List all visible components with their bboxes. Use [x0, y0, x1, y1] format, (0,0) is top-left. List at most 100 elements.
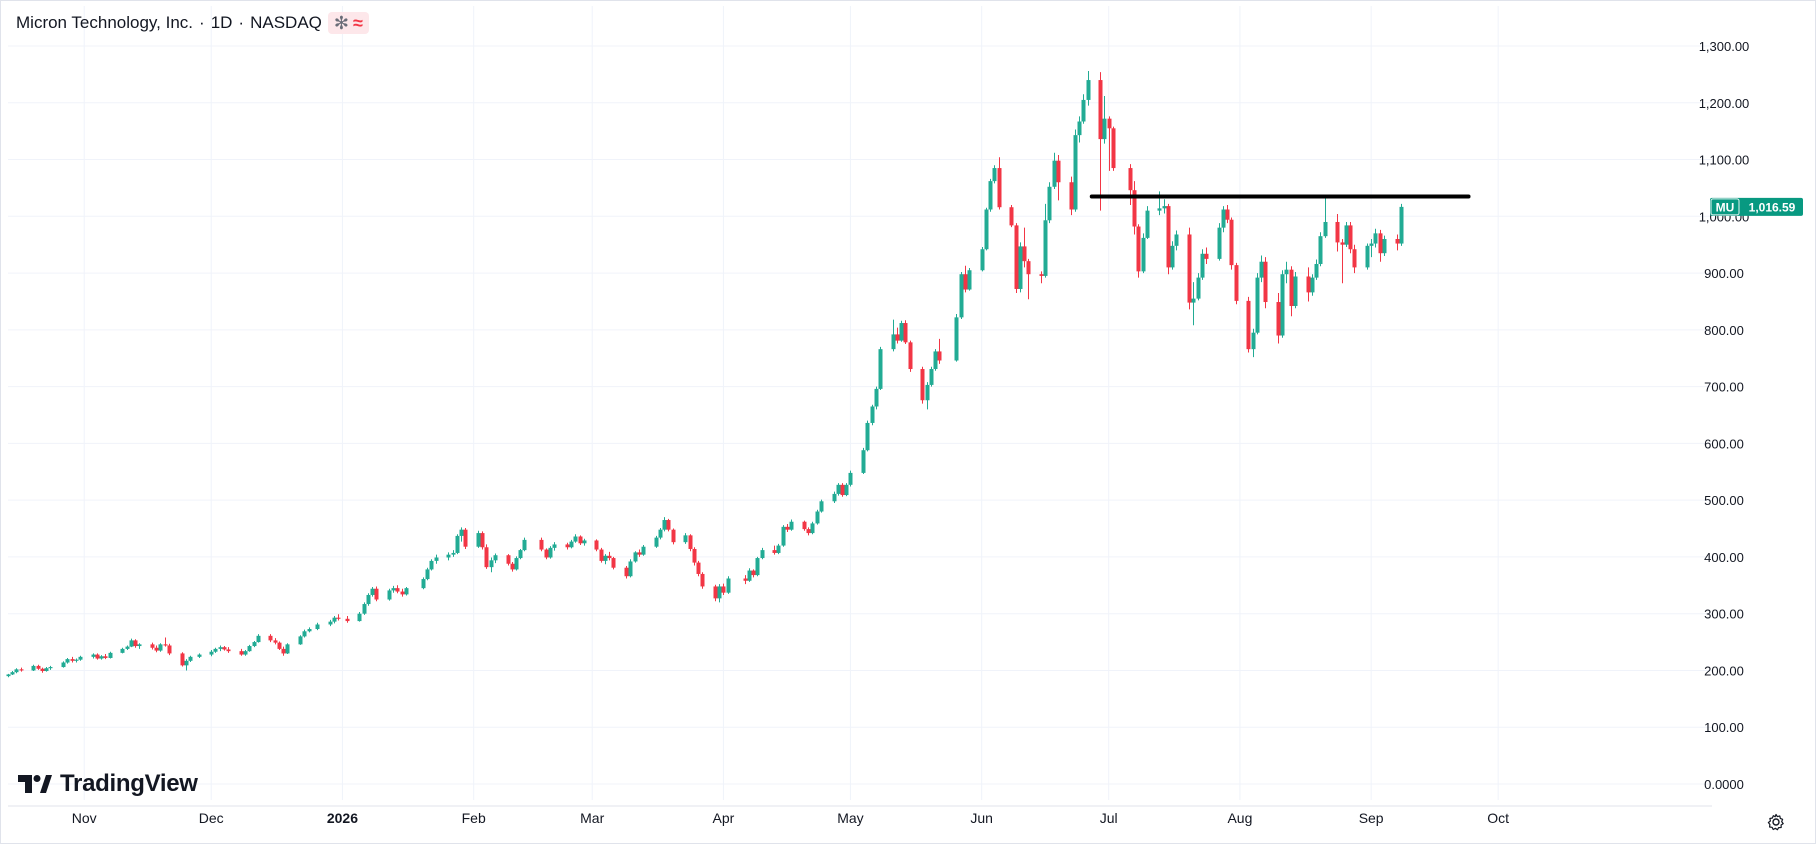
candle-body — [74, 659, 79, 661]
time-axis[interactable]: Nov Dec 2026 Feb Mar Apr May Jun Jul Aug Sep Oct — [72, 810, 1509, 826]
candle — [565, 542, 570, 550]
candle — [988, 178, 993, 212]
candle — [222, 646, 227, 651]
candle-body — [1293, 276, 1298, 307]
settings-gear-icon[interactable] — [1766, 812, 1786, 832]
candle-body — [997, 168, 1002, 208]
candle — [903, 320, 908, 345]
candle — [1234, 262, 1239, 305]
interval-label[interactable]: 1D — [210, 13, 233, 32]
candle — [1310, 274, 1315, 296]
candle-body — [493, 555, 498, 561]
candle — [446, 552, 451, 561]
candle — [99, 655, 104, 660]
candle — [743, 575, 748, 585]
candle — [781, 525, 786, 547]
candle — [1196, 273, 1201, 301]
candle — [1217, 223, 1222, 261]
candle-body — [1263, 261, 1268, 303]
candle — [548, 546, 553, 559]
candle — [133, 639, 138, 648]
candle — [480, 531, 485, 550]
y-tick-label: 600.00 — [1704, 436, 1744, 451]
candle — [1141, 233, 1146, 274]
candle-body — [878, 349, 883, 389]
candle — [19, 667, 24, 672]
candle — [1069, 176, 1074, 216]
candle-body — [463, 529, 468, 547]
candle — [425, 567, 430, 581]
candle — [31, 664, 36, 672]
candle-body — [721, 586, 726, 593]
candle-body — [243, 651, 248, 655]
candle — [1081, 94, 1086, 124]
candle — [1378, 229, 1383, 262]
candle-body — [599, 549, 604, 561]
status-badge[interactable]: ✻ ≈ — [327, 12, 369, 34]
approx-icon: ≈ — [352, 12, 363, 33]
candle — [658, 527, 663, 540]
candle — [573, 534, 578, 543]
candle-body — [933, 351, 938, 370]
candle-body — [247, 646, 252, 652]
candle-body — [1056, 160, 1061, 183]
candle-body — [133, 640, 138, 647]
candle — [810, 521, 815, 535]
price-axis[interactable]: 0.0000 100.00 200.00 300.00 400.00 500.00 600.… — [1699, 39, 1750, 792]
candle-body — [899, 323, 904, 341]
candle-body — [1022, 246, 1027, 262]
candle-body — [848, 472, 853, 485]
candle-body — [1204, 253, 1209, 259]
candle — [315, 622, 320, 631]
candle-body — [150, 644, 155, 648]
candle-body — [607, 555, 612, 559]
candle-body — [751, 570, 756, 576]
candle — [298, 635, 303, 645]
candle — [1263, 257, 1268, 309]
candle — [243, 650, 248, 656]
candle-body — [954, 317, 959, 361]
candle-body — [1369, 243, 1374, 246]
candle — [125, 645, 130, 651]
candle — [476, 530, 481, 548]
candle-body — [163, 644, 168, 646]
candle-body — [36, 665, 41, 669]
price-tag-ticker: MU — [1716, 200, 1735, 214]
candle — [522, 537, 527, 552]
candle — [802, 520, 807, 531]
candle — [209, 650, 214, 657]
candle-body — [19, 669, 24, 671]
tradingview-logo[interactable]: TradingView — [18, 770, 198, 798]
candle — [484, 544, 489, 569]
candle — [493, 553, 498, 564]
candle-body — [641, 546, 646, 555]
candle — [747, 568, 752, 582]
candle-body — [552, 544, 557, 548]
candle-body — [395, 588, 400, 592]
candle — [578, 535, 583, 546]
candle-body — [861, 450, 866, 473]
candle — [120, 647, 125, 654]
candle-body — [61, 662, 66, 668]
candle — [1162, 199, 1167, 214]
candle — [1014, 223, 1019, 293]
candle — [1348, 221, 1353, 254]
header-separator: · — [199, 13, 205, 32]
candle — [451, 550, 456, 557]
candle — [1314, 259, 1319, 280]
candle — [992, 165, 997, 184]
candle-body — [357, 613, 362, 622]
candle-body — [548, 547, 553, 558]
candle — [1280, 270, 1285, 338]
symbol-header[interactable]: Micron Technology, Inc. · 1D · NASDAQ ✻ … — [16, 12, 369, 34]
candle — [865, 420, 870, 452]
candle — [1373, 228, 1378, 248]
candle — [789, 519, 794, 531]
candle-body — [658, 529, 663, 538]
candle — [713, 584, 718, 602]
candle-body — [980, 249, 985, 271]
candle — [594, 539, 599, 552]
candle — [345, 615, 350, 623]
